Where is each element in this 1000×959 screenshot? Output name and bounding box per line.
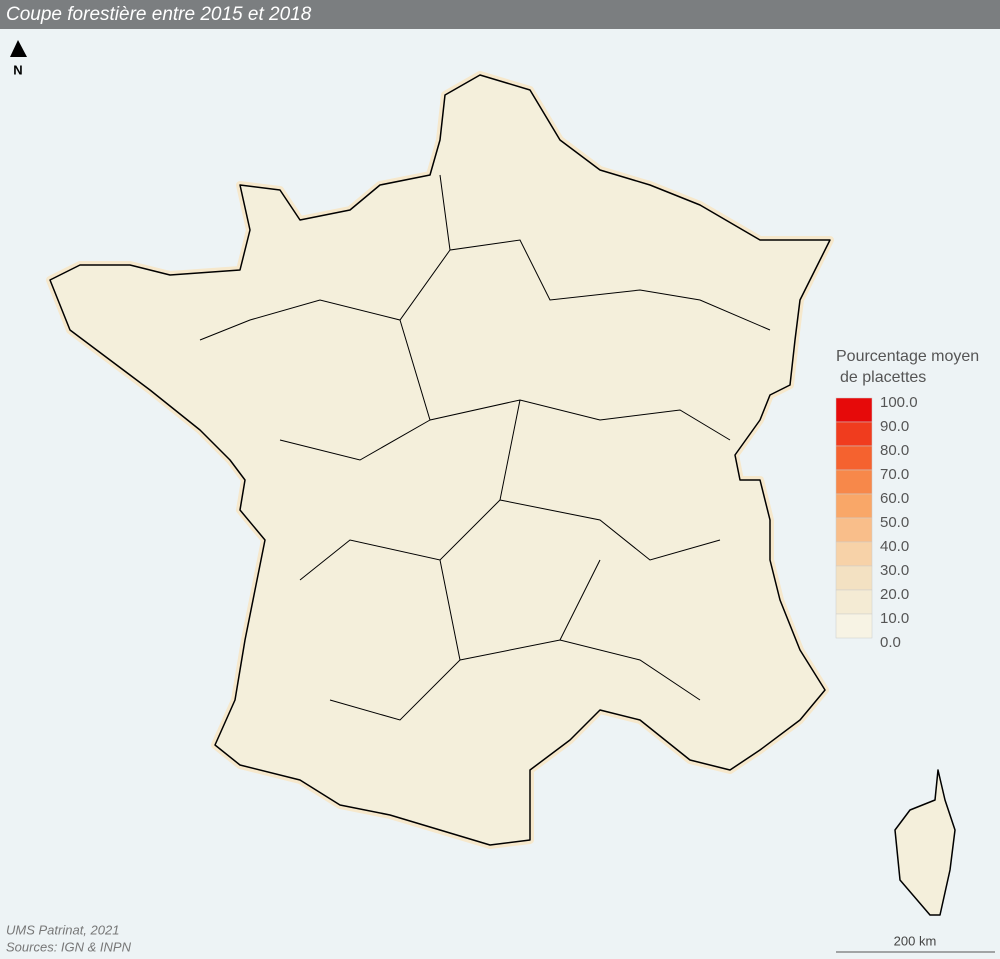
north-arrow [10, 40, 27, 57]
scale-label: 200 km [894, 933, 937, 948]
legend-label: 30.0 [880, 562, 909, 579]
legend-label: 10.0 [880, 610, 909, 627]
france-map [46, 71, 956, 916]
legend-label: 60.0 [880, 490, 909, 507]
north-label: N [13, 62, 22, 77]
legend-title: de placettes [840, 369, 926, 386]
legend: Pourcentage moyen de placettes 100.0 90.0 80… [835, 348, 979, 651]
legend-swatch [835, 493, 873, 519]
legend-label: 20.0 [880, 586, 909, 603]
legend-swatch [835, 613, 873, 639]
corsica-outline [894, 769, 956, 916]
legend-swatch [835, 541, 873, 567]
legend-swatch [835, 397, 873, 423]
legend-swatch [835, 565, 873, 591]
legend-label: 50.0 [880, 514, 909, 531]
legend-swatch [835, 421, 873, 447]
legend-swatch [835, 517, 873, 543]
map-title: Coupe forestière entre 2015 et 2018 [6, 4, 312, 25]
legend-title: Pourcentage moyen [836, 348, 979, 365]
title-bar [0, 0, 1000, 29]
legend-label: 0.0 [880, 634, 901, 651]
credit: Sources: IGN & INPN [6, 939, 132, 954]
legend-label: 70.0 [880, 466, 909, 483]
mainland-outline [49, 74, 831, 846]
legend-swatch [835, 469, 873, 495]
region-borders [199, 174, 771, 721]
credit: UMS Patrinat, 2021 [6, 922, 119, 937]
legend-swatch [835, 589, 873, 615]
legend-label: 90.0 [880, 418, 909, 435]
legend-swatch [835, 445, 873, 471]
legend-label: 40.0 [880, 538, 909, 555]
legend-label: 80.0 [880, 442, 909, 459]
legend-label: 100.0 [880, 394, 918, 411]
